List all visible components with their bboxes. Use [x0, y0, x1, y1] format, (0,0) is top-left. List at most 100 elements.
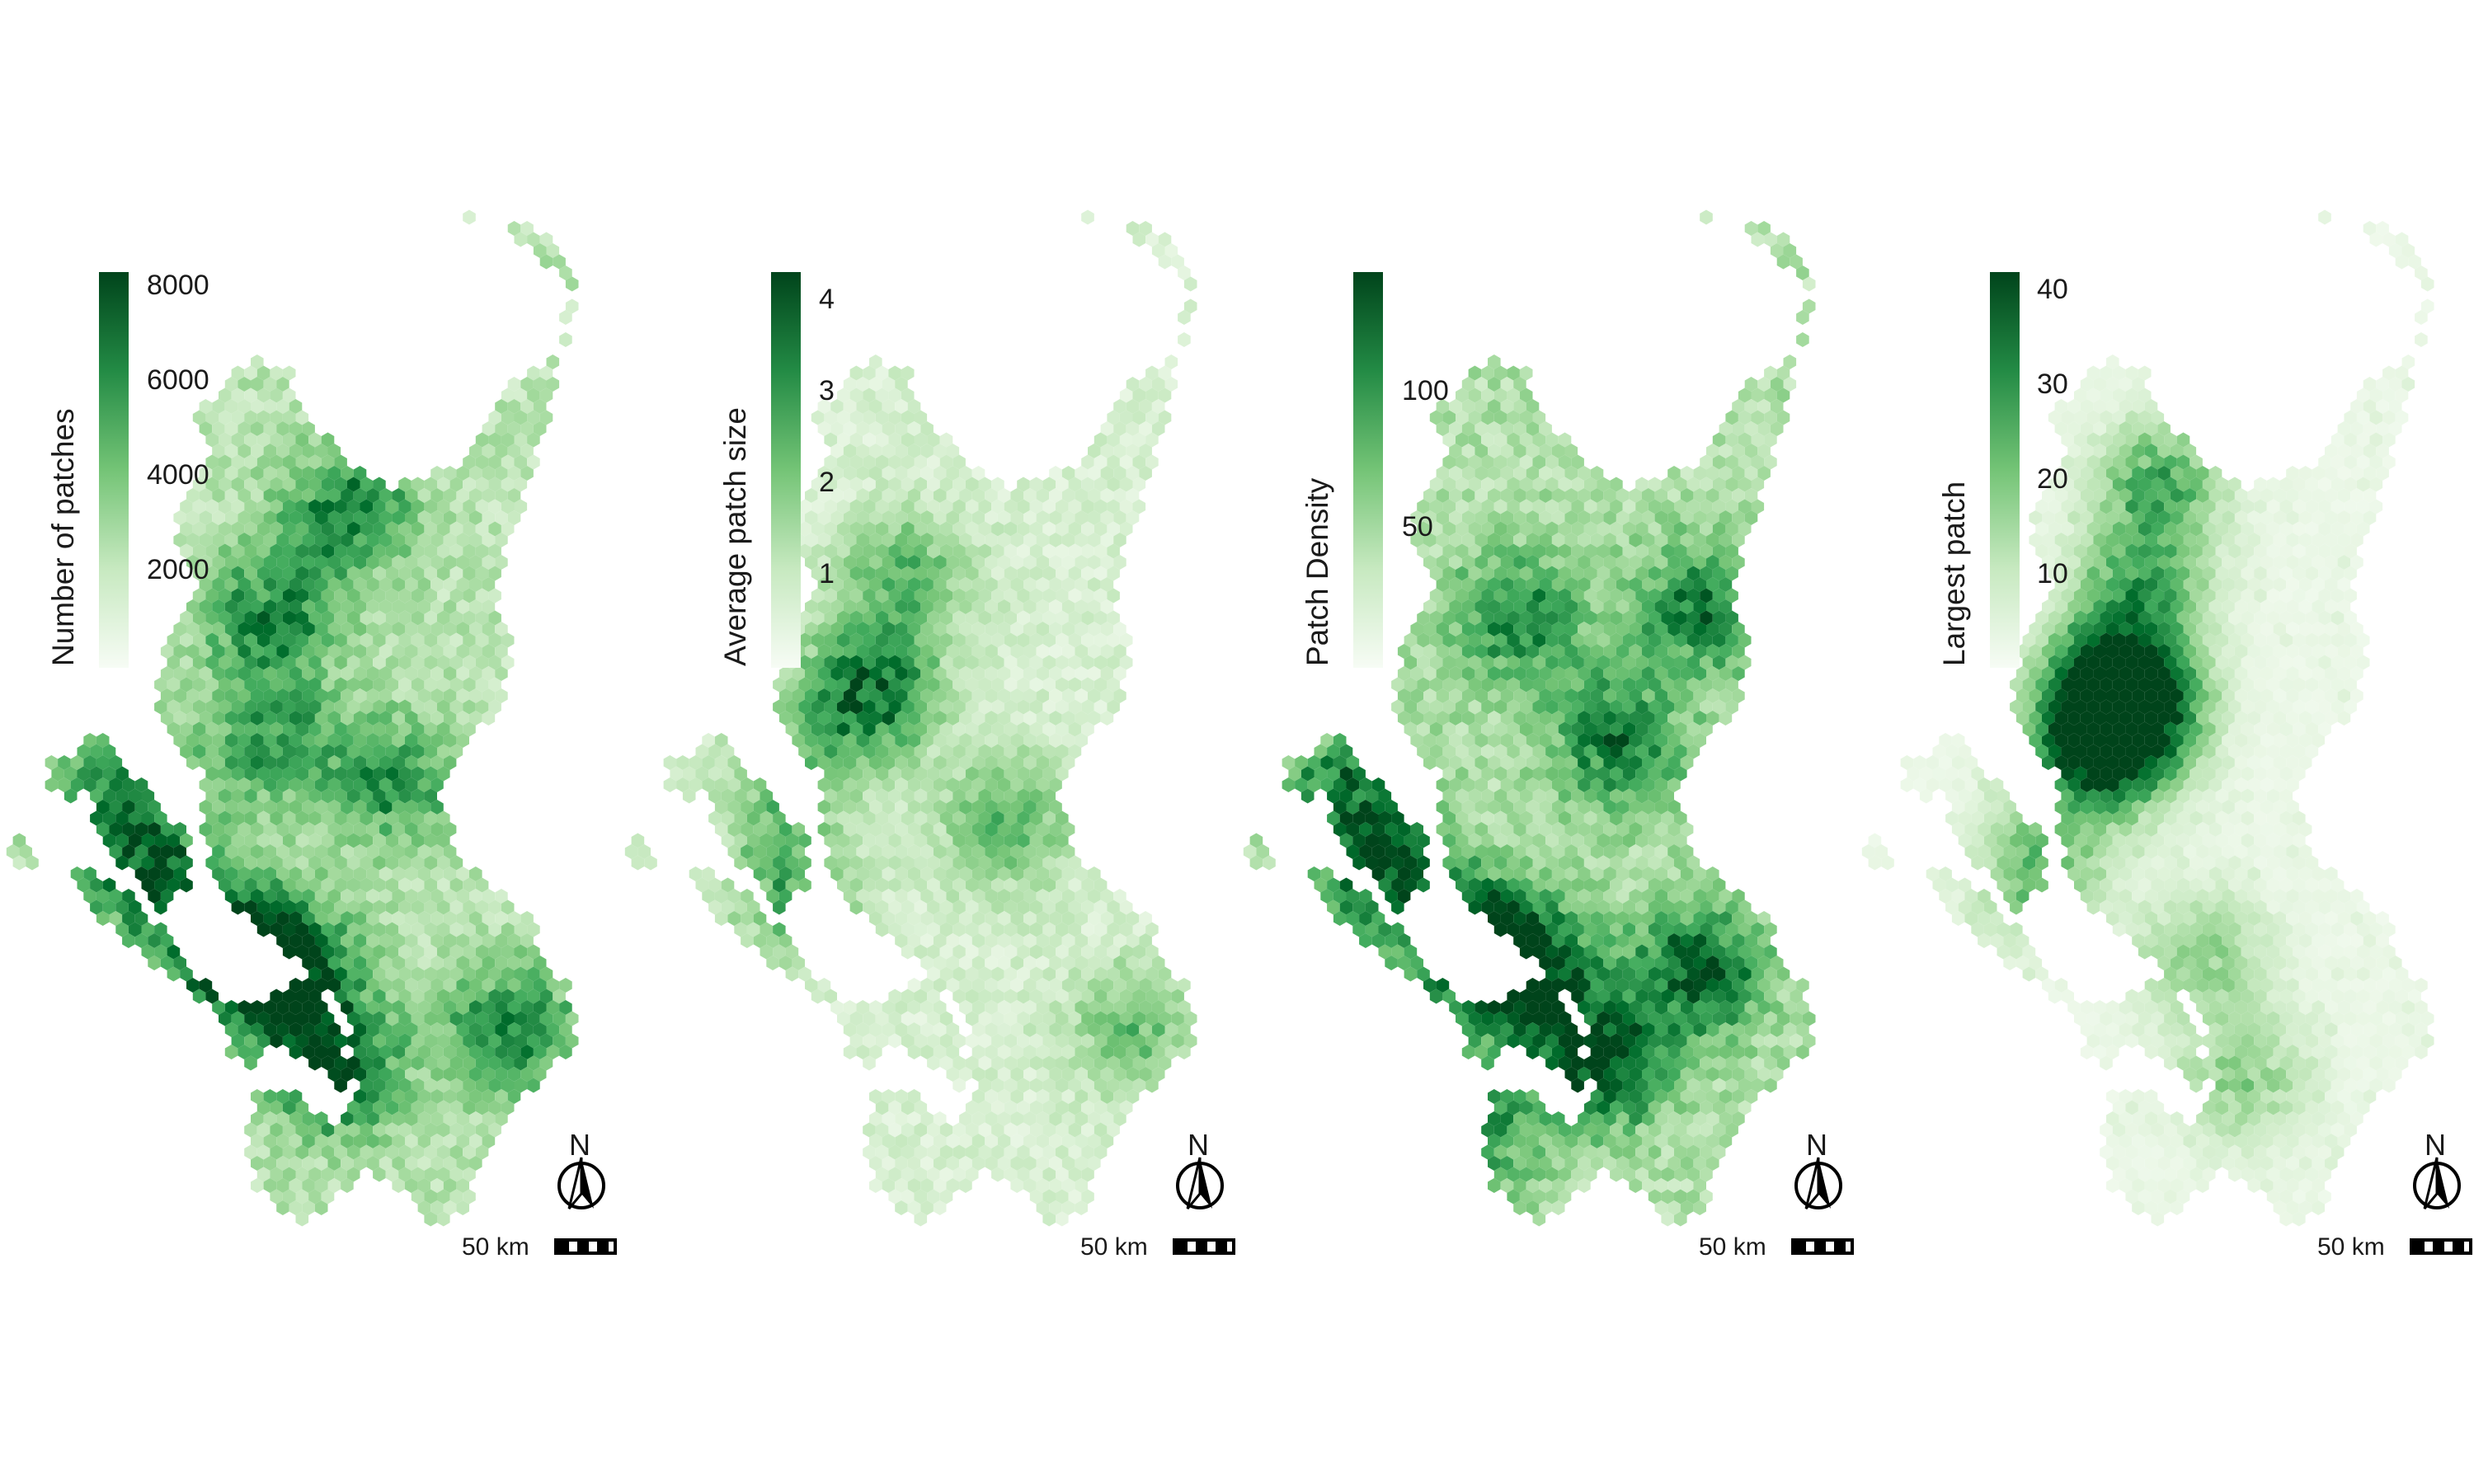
hex-cell [321, 833, 335, 848]
hex-cell [1667, 488, 1681, 503]
hex-cell [1056, 677, 1069, 693]
hex-cell [830, 666, 844, 681]
hex-cell [939, 855, 953, 871]
hex-cell [270, 499, 283, 514]
hex-cell [276, 399, 289, 414]
hex-cell [488, 655, 501, 670]
hex-cell [1075, 1134, 1088, 1148]
hex-cell [231, 387, 245, 403]
hex-cell [1700, 588, 1713, 603]
hex-cell [1094, 655, 1108, 670]
hex-cell [991, 1011, 1004, 1026]
hex-cell [495, 1045, 508, 1059]
hex-cell [1183, 298, 1197, 314]
hex-cell [1603, 956, 1616, 970]
hex-cell [424, 1211, 437, 1227]
hex-cell [1481, 855, 1494, 871]
hex-cell [1680, 755, 1694, 770]
hex-cell [385, 1144, 399, 1160]
hex-cell [346, 899, 360, 915]
hex-cell [682, 766, 696, 782]
hex-cell [971, 956, 985, 970]
hex-cell [366, 1000, 379, 1015]
hex-cell [1442, 521, 1456, 537]
hex-cell [837, 744, 850, 759]
hex-cell [901, 721, 915, 737]
hex-cell [314, 800, 328, 815]
hex-cell [341, 822, 354, 837]
hex-cell [327, 1045, 341, 1059]
hex-cell [424, 1078, 437, 1093]
hex-cell [978, 899, 992, 915]
hex-cell [914, 788, 928, 804]
hex-cell [863, 1033, 876, 1049]
hex-cell [1132, 966, 1146, 982]
hex-cell [1500, 822, 1514, 837]
hex-cell [798, 543, 811, 559]
hex-cell [1436, 800, 1450, 815]
hex-cell [914, 655, 928, 670]
hex-cell [971, 1045, 985, 1059]
hex-cell [327, 555, 341, 570]
hex-cell [991, 1055, 1004, 1071]
hex-cell [971, 488, 985, 503]
hex-cell [289, 978, 303, 993]
hex-cell [1667, 933, 1681, 948]
hex-cell [321, 1055, 335, 1071]
hex-cell [952, 677, 966, 693]
hex-cell [411, 1078, 425, 1093]
hex-cell [1700, 944, 1713, 960]
hex-cell [1507, 610, 1520, 626]
hex-cell [1004, 855, 1018, 871]
hex-cell [1770, 1045, 1784, 1059]
hex-cell [346, 610, 360, 626]
hex-cell [1732, 555, 1745, 570]
hex-cell [1346, 911, 1360, 926]
hex-cell [256, 744, 270, 759]
hex-cell [1068, 543, 1082, 559]
hex-cell [1094, 1033, 1108, 1049]
hex-cell [1610, 1055, 1623, 1071]
hex-cell [991, 1144, 1004, 1160]
hex-cell [1642, 599, 1655, 614]
hex-cell [1036, 978, 1050, 993]
hex-cell [1100, 444, 1114, 458]
hex-cell [1757, 466, 1771, 481]
hex-cell [1597, 744, 1611, 759]
hex-cell [1081, 610, 1094, 626]
hex-cell [1088, 666, 1101, 681]
hex-cell [308, 655, 322, 670]
hex-cell [346, 699, 360, 715]
hex-cell [559, 1000, 572, 1015]
hex-cell [1442, 766, 1456, 782]
hex-cell [385, 810, 399, 826]
hex-cell [965, 944, 979, 960]
hex-cell [882, 755, 896, 770]
hex-cell [424, 1144, 437, 1160]
hex-cell [1010, 688, 1023, 703]
hex-cell [1017, 810, 1030, 826]
hex-cell [501, 989, 515, 1004]
hex-cell [411, 1167, 425, 1182]
hex-cell [289, 1089, 303, 1104]
hex-cell [837, 454, 850, 470]
hex-cell [501, 521, 515, 537]
hex-cell [430, 466, 444, 481]
hex-cell [1686, 877, 1700, 893]
hex-cell [863, 655, 876, 670]
hex-cell [533, 1045, 547, 1059]
hex-cell [456, 599, 469, 614]
hex-cell [244, 566, 257, 581]
hex-cell [914, 721, 928, 737]
hex-cell [1802, 276, 1816, 292]
hex-cell [1029, 966, 1043, 982]
hex-cell [379, 844, 393, 859]
hex-cell [997, 555, 1011, 570]
hex-cell [398, 566, 412, 581]
hex-cell [1088, 1089, 1101, 1104]
hex-cell [192, 566, 206, 581]
hex-cell [1436, 399, 1450, 414]
hex-cell [1564, 777, 1578, 792]
hex-cell [514, 944, 528, 960]
hex-cell [985, 533, 998, 547]
